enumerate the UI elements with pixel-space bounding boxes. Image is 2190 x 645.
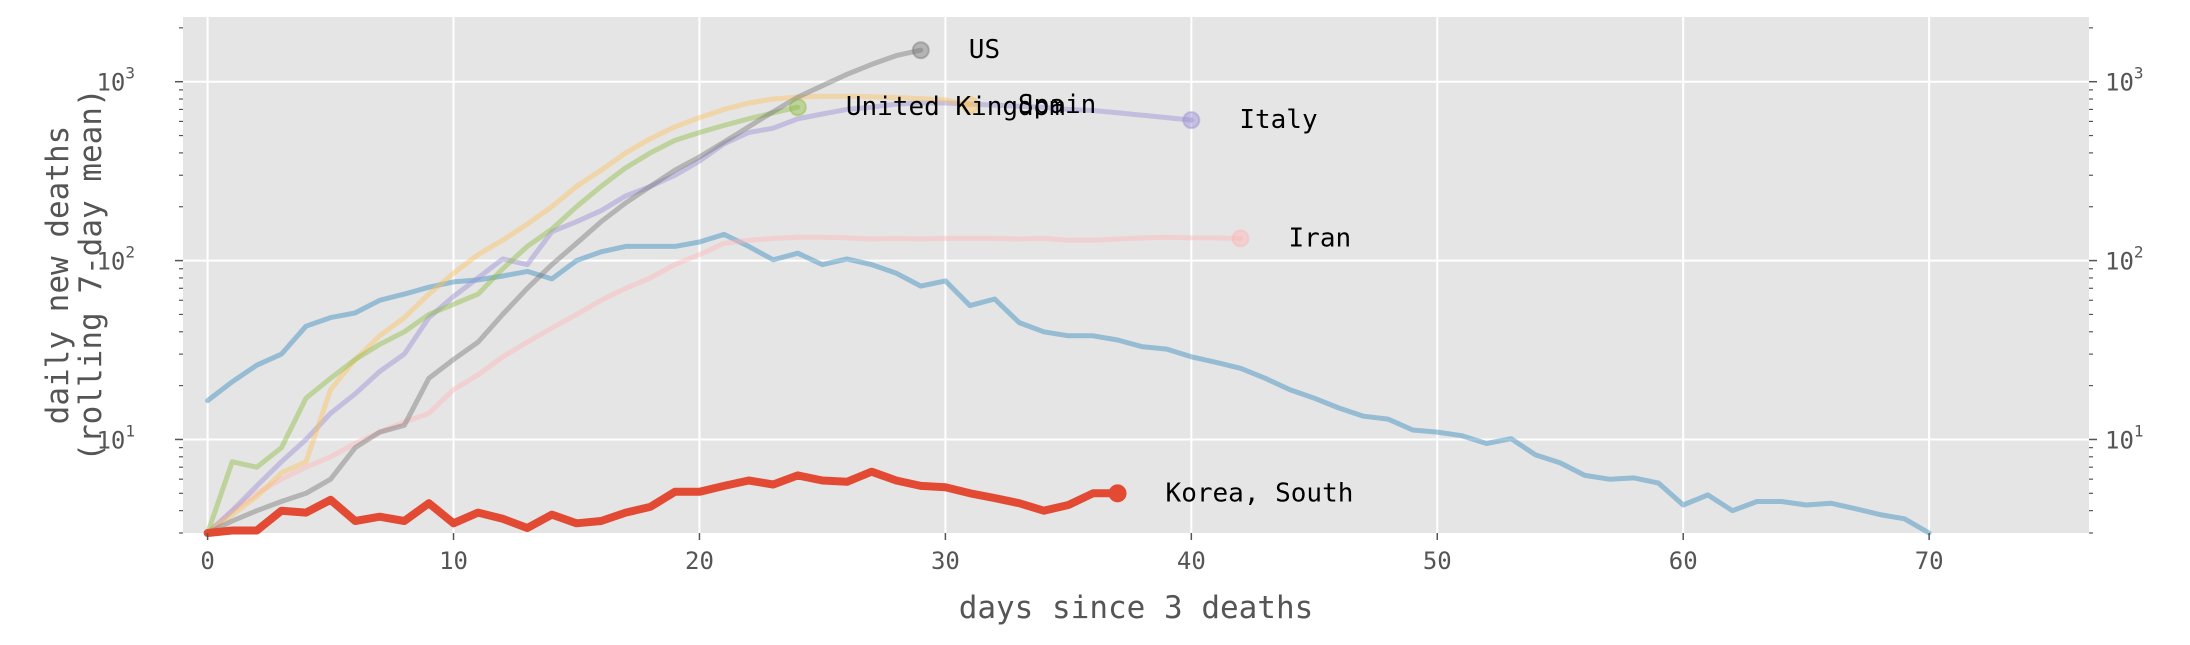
x-tick-label: 70 [1915,547,1944,575]
x-tick-label: 30 [931,547,960,575]
x-axis-ticks: 0 10 20 30 40 50 60 70 [200,533,1944,575]
y-tick-label-right: 102 [2105,243,2144,276]
end-marker-italy [1182,111,1201,130]
y-axis-ticks-left: 101 102 103 [96,27,183,534]
y-axis-ticks-right: 101 102 103 [2089,27,2144,534]
plot-background [183,17,2089,533]
end-label-us: US [969,35,1000,65]
end-label-united-kingdom: United Kingdom [846,92,1065,122]
y-tick-label: 102 [96,243,135,276]
x-tick-label: 20 [685,547,714,575]
end-marker-united-kingdom [788,98,807,117]
end-marker-korea-south [1108,484,1127,503]
y-axis-label-line1: daily new deaths [40,126,76,425]
series-line-spain [205,93,973,536]
y-tick-label: 101 [96,421,135,454]
grid [183,17,2089,533]
series-lines [203,47,1932,537]
series-line-korea-south [203,467,1122,537]
end-marker-us [911,41,930,60]
x-tick-label: 60 [1669,547,1698,575]
end-label-spain: Spain [1018,90,1096,120]
x-tick-label: 0 [200,547,214,575]
end-marker-iran [1231,229,1250,248]
series-line-italy [205,100,1194,536]
x-tick-label: 50 [1423,547,1452,575]
y-tick-label: 103 [96,64,135,97]
x-tick-label: 40 [1177,547,1206,575]
end-label-italy: Italy [1239,105,1317,135]
series-line-united-kingdom [205,104,801,536]
series-line-iran [205,234,1243,536]
y-axis-label-line2: (rolling 7-day mean) [73,88,109,461]
y-tick-label-right: 103 [2105,64,2144,97]
end-marker-spain [960,96,979,115]
end-label-korea-south: Korea, South [1166,478,1354,508]
series-line-unlabeled [205,231,1932,536]
series-line-us [205,47,924,536]
end-markers [788,41,1250,503]
y-tick-label-right: 101 [2105,421,2144,454]
x-tick-label: 10 [439,547,468,575]
x-axis-label: days since 3 deaths [959,590,1314,626]
end-label-iran: Iran [1289,223,1352,253]
